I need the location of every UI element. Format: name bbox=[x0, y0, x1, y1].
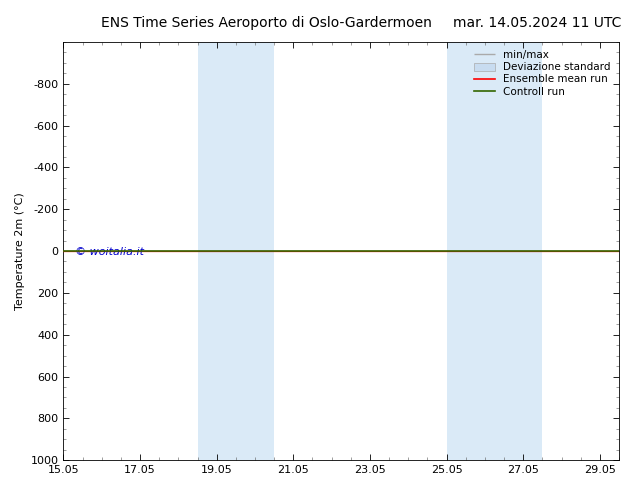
Bar bbox=[243, 42, 274, 460]
Text: ENS Time Series Aeroporto di Oslo-Gardermoen: ENS Time Series Aeroporto di Oslo-Garder… bbox=[101, 16, 432, 30]
Text: mar. 14.05.2024 11 UTC: mar. 14.05.2024 11 UTC bbox=[453, 16, 621, 30]
Y-axis label: Temperature 2m (°C): Temperature 2m (°C) bbox=[15, 192, 25, 310]
Bar bbox=[446, 42, 504, 460]
Legend: min/max, Deviazione standard, Ensemble mean run, Controll run: min/max, Deviazione standard, Ensemble m… bbox=[471, 47, 614, 99]
Bar bbox=[198, 42, 243, 460]
Text: © woitalia.it: © woitalia.it bbox=[75, 247, 143, 257]
Bar bbox=[504, 42, 542, 460]
